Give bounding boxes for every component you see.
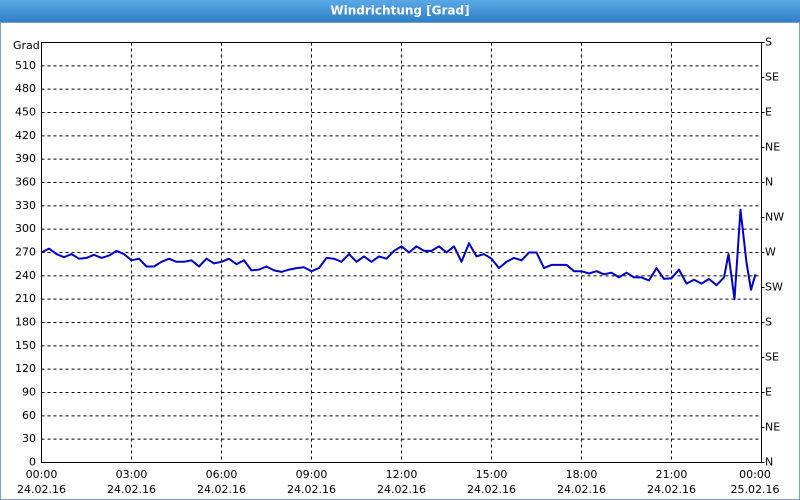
y-tick-label: 90 [22,386,36,399]
y2-tick-label: E [765,106,772,119]
x-tick-date: 24.02.16 [377,483,426,496]
x-tick-date: 24.02.16 [197,483,246,496]
y-tick-label: 240 [15,269,36,282]
data-line [41,208,757,301]
y-tick-label: 480 [15,82,36,95]
y2-tick-label: NE [765,421,780,434]
y2-tick-label: E [765,386,772,399]
x-tick-label: 21:00 [656,468,688,481]
y-tick-label: 390 [15,152,36,165]
x-tick-label: 03:00 [116,468,148,481]
y-tick-label: 330 [15,199,36,212]
x-tick-date: 24.02.16 [287,483,336,496]
y-tick-label: 180 [15,316,36,329]
window-border [0,22,800,500]
y-tick-label: 420 [15,129,36,142]
y-tick-label: 300 [15,222,36,235]
y2-tick-label: SW [765,281,783,294]
x-tick-date: 24.02.16 [17,483,66,496]
y2-tick-label: NW [765,211,784,224]
y2-tick-label: S [765,36,772,49]
y2-tick-label: NE [765,141,780,154]
y2-tick-label: N [765,456,773,469]
x-tick-date: 24.02.16 [467,483,516,496]
x-tick-label: 12:00 [386,468,418,481]
y-axis-label: Grad [13,39,40,52]
y-tick-label: 360 [15,176,36,189]
y2-tick-label: SE [765,351,779,364]
y2-tick-label: SE [765,71,779,84]
x-tick-label: 00:00 [739,468,771,481]
y-tick-label: 120 [15,362,36,375]
y2-tick-label: W [765,246,776,259]
x-tick-date: 24.02.16 [557,483,606,496]
y-tick-label: 30 [22,432,36,445]
y2-tick-label: N [765,176,773,189]
x-tick-label: 15:00 [476,468,508,481]
x-tick-label: 06:00 [206,468,238,481]
y-tick-label: 60 [22,409,36,422]
x-tick-label: 18:00 [566,468,598,481]
y2-tick-label: S [765,316,772,329]
title-bar [0,0,800,22]
x-tick-label: 00:00 [26,468,58,481]
x-tick-date: 25.02.16 [731,483,780,496]
x-tick-date: 24.02.16 [647,483,696,496]
y-tick-label: 210 [15,292,36,305]
y-tick-label: 450 [15,106,36,119]
y-tick-label: 270 [15,246,36,259]
chart-title: Windrichtung [Grad] [330,4,469,18]
y-tick-label: 510 [15,59,36,72]
x-tick-date: 24.02.16 [107,483,156,496]
y-tick-label: 150 [15,339,36,352]
x-tick-label: 09:00 [296,468,328,481]
y-tick-label: 0 [29,456,36,469]
